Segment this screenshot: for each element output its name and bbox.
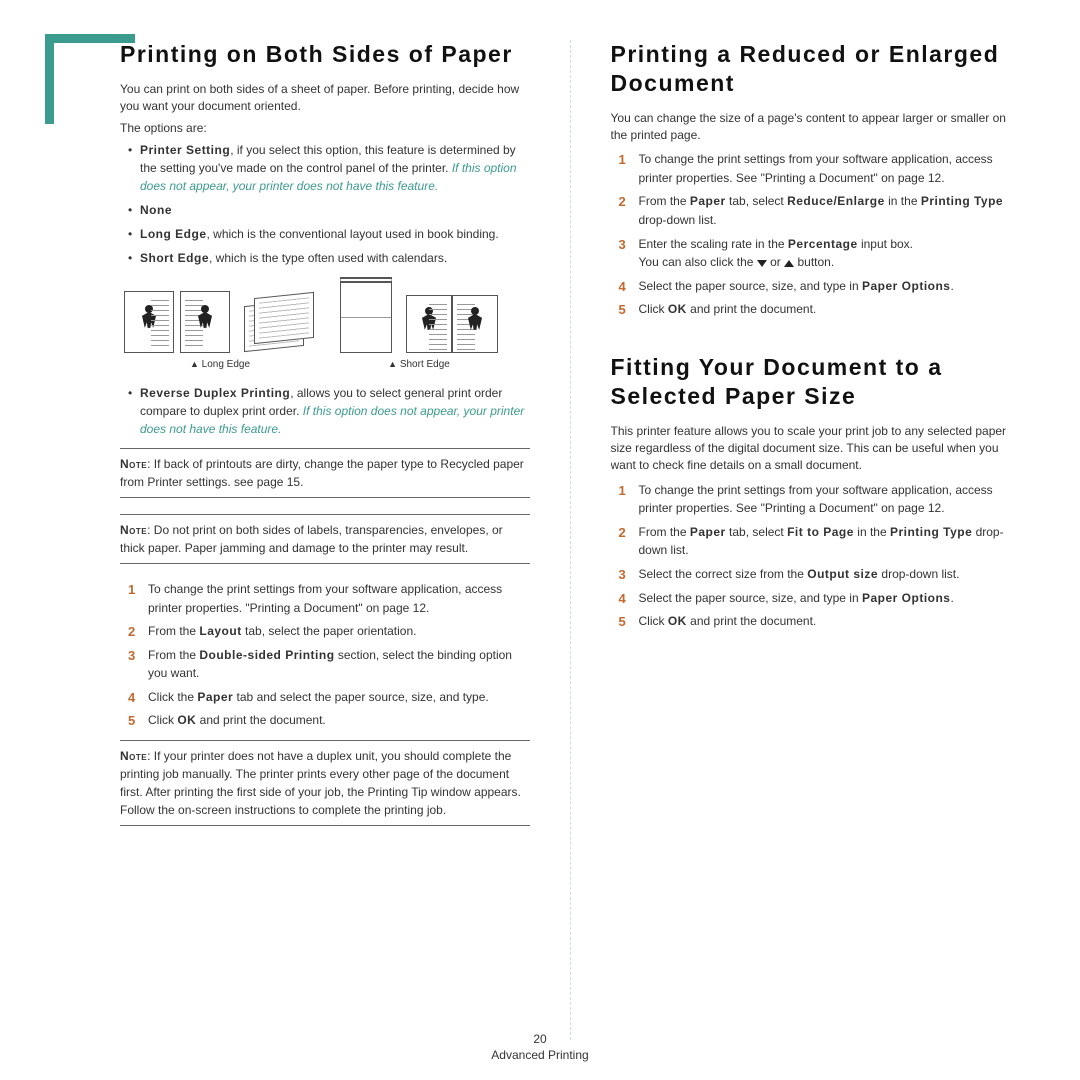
- left-steps: To change the print settings from your s…: [128, 580, 530, 730]
- step-4: Select the paper source, size, and type …: [619, 277, 1021, 296]
- mini-page-icon: [452, 295, 498, 353]
- option-long-edge: Long Edge, which is the conventional lay…: [128, 225, 530, 243]
- divider: [120, 563, 530, 564]
- step-4: Click the Paper tab and select the paper…: [128, 688, 530, 707]
- sec2-intro: This printer feature allows you to scale…: [611, 423, 1021, 475]
- mini-page-icon: [124, 291, 174, 353]
- step-5: Click OK and print the document.: [619, 612, 1021, 631]
- step-3: Select the correct size from the Output …: [619, 565, 1021, 584]
- caption-long-edge: ▲ Long Edge: [190, 359, 250, 370]
- divider: [120, 740, 530, 741]
- column-divider: [570, 40, 571, 1040]
- note-1: Note: If back of printouts are dirty, ch…: [120, 455, 530, 491]
- step-1: To change the print settings from your s…: [619, 150, 1021, 187]
- page-footer: 20 Advanced Printing: [0, 1032, 1080, 1062]
- step-2: From the Paper tab, select Reduce/Enlarg…: [619, 192, 1021, 229]
- sec1-heading: Printing a Reduced or Enlarged Document: [611, 40, 1021, 98]
- option-printer-setting: Printer Setting, if you select this opti…: [128, 141, 530, 195]
- mini-page-icon: [406, 295, 452, 353]
- option-reverse-duplex: Reverse Duplex Printing, allows you to s…: [128, 384, 530, 438]
- sec2-steps: To change the print settings from your s…: [619, 481, 1021, 631]
- left-column: Printing on Both Sides of Paper You can …: [120, 40, 530, 1040]
- page-number: 20: [0, 1032, 1080, 1046]
- sec1-intro: You can change the size of a page's cont…: [611, 110, 1021, 145]
- left-heading: Printing on Both Sides of Paper: [120, 40, 530, 69]
- step-4: Select the paper source, size, and type …: [619, 589, 1021, 608]
- step-3: From the Double-sided Printing section, …: [128, 646, 530, 683]
- triangle-up-icon: [784, 260, 794, 267]
- options-list-a: Printer Setting, if you select this opti…: [128, 141, 530, 267]
- section-reduce-enlarge: Printing a Reduced or Enlarged Document …: [611, 40, 1021, 325]
- right-column: Printing a Reduced or Enlarged Document …: [611, 40, 1021, 1040]
- spiral-notebook-icon: [340, 277, 392, 353]
- option-none: None: [128, 201, 530, 219]
- mini-page-icon: [180, 291, 230, 353]
- step-2: From the Paper tab, select Fit to Page i…: [619, 523, 1021, 560]
- step-3: Enter the scaling rate in the Percentage…: [619, 235, 1021, 272]
- long-edge-group: ▲ Long Edge: [124, 291, 316, 370]
- step-5: Click OK and print the document.: [128, 711, 530, 730]
- left-intro-2: The options are:: [120, 120, 530, 137]
- page-content: Printing on Both Sides of Paper You can …: [120, 40, 1020, 1040]
- caption-short-edge: ▲ Short Edge: [388, 359, 450, 370]
- section-name: Advanced Printing: [491, 1048, 588, 1062]
- divider: [120, 825, 530, 826]
- step-1: To change the print settings from your s…: [128, 580, 530, 617]
- divider: [120, 514, 530, 515]
- left-intro-1: You can print on both sides of a sheet o…: [120, 81, 530, 116]
- sec2-heading: Fitting Your Document to a Selected Pape…: [611, 353, 1021, 411]
- flip-pages-icon: [244, 293, 316, 353]
- duplex-figure: ▲ Long Edge ▲ Short Edge: [124, 277, 530, 370]
- note-2: Note: Do not print on both sides of labe…: [120, 521, 530, 557]
- step-5: Click OK and print the document.: [619, 300, 1021, 319]
- sec1-steps: To change the print settings from your s…: [619, 150, 1021, 319]
- options-list-b: Reverse Duplex Printing, allows you to s…: [128, 384, 530, 438]
- note-3: Note: If your printer does not have a du…: [120, 747, 530, 819]
- section-fit-to-page: Fitting Your Document to a Selected Pape…: [611, 353, 1021, 637]
- step-1: To change the print settings from your s…: [619, 481, 1021, 518]
- short-edge-group: ▲ Short Edge: [340, 277, 498, 370]
- divider: [120, 448, 530, 449]
- step-2: From the Layout tab, select the paper or…: [128, 622, 530, 641]
- triangle-down-icon: [757, 260, 767, 267]
- divider: [120, 497, 530, 498]
- option-short-edge: Short Edge, which is the type often used…: [128, 249, 530, 267]
